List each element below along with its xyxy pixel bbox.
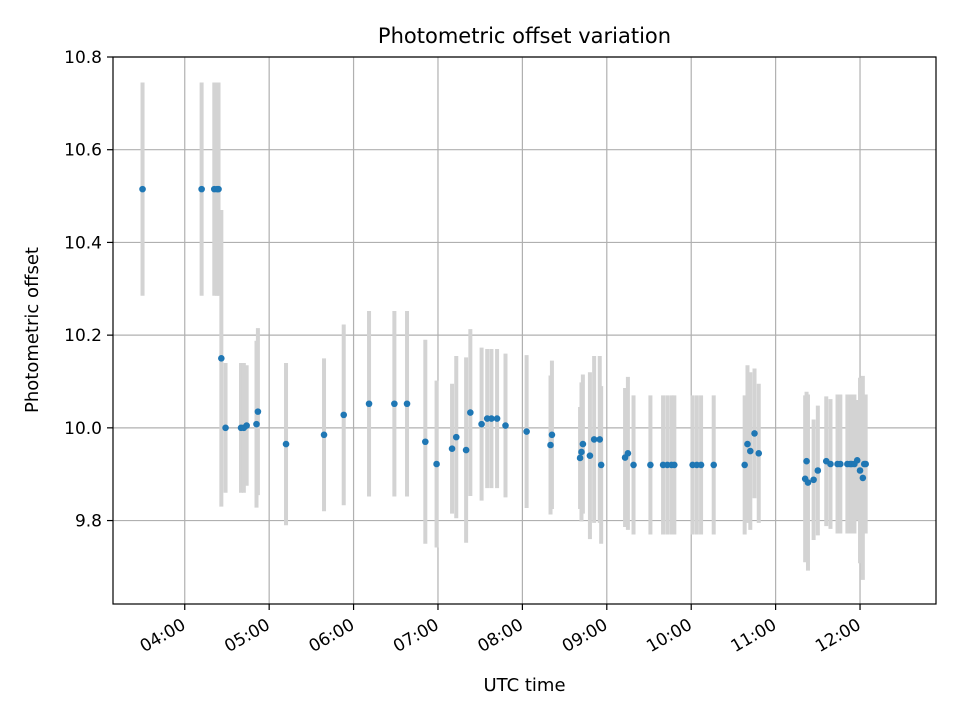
data-point	[548, 431, 556, 439]
x-tick-label: 05:00	[221, 615, 273, 657]
x-axis-label: UTC time	[483, 675, 565, 696]
data-point	[254, 408, 262, 415]
data-point	[253, 420, 260, 428]
x-tick-label: 11:00	[728, 615, 780, 657]
data-point	[547, 441, 554, 449]
data-point	[576, 454, 584, 462]
y-tick-label: 9.8	[75, 512, 102, 532]
data-point	[578, 448, 585, 456]
data-point	[391, 400, 398, 408]
data-point	[853, 456, 861, 464]
data-point	[803, 457, 810, 465]
data-point	[810, 476, 817, 484]
data-point	[837, 460, 844, 468]
data-point	[671, 461, 678, 469]
x-tick-label: 09:00	[559, 615, 611, 657]
data-point	[859, 474, 867, 482]
data-point	[215, 185, 222, 193]
data-point	[710, 461, 718, 469]
y-tick-label: 10.0	[64, 419, 102, 439]
data-point	[596, 436, 604, 443]
data-point	[448, 445, 456, 453]
data-point	[751, 430, 758, 437]
data-point	[422, 438, 429, 446]
data-point	[804, 479, 812, 486]
data-point	[597, 461, 605, 469]
data-point	[222, 424, 229, 432]
data-point	[478, 420, 485, 428]
data-point	[630, 461, 637, 469]
data-point	[462, 446, 470, 454]
data-point	[647, 461, 654, 469]
data-point	[586, 452, 594, 459]
data-point	[862, 460, 869, 468]
plot-frame	[112, 56, 937, 605]
data-point	[433, 460, 440, 468]
plot-background	[113, 57, 936, 604]
chart-title: Photometric offset variation	[378, 24, 671, 48]
y-tick-label: 10.4	[64, 233, 102, 253]
data-point	[755, 450, 763, 457]
y-tick-label: 10.8	[64, 48, 102, 68]
data-point	[579, 440, 587, 448]
x-tick-label: 10:00	[643, 615, 695, 657]
data-point	[282, 440, 290, 448]
y-tick-label: 10.6	[64, 141, 102, 161]
data-point	[452, 433, 460, 441]
data-point	[198, 185, 205, 193]
x-tick-label: 12:00	[812, 615, 864, 657]
data-point	[320, 431, 328, 439]
data-point	[218, 355, 225, 362]
data-point	[488, 415, 495, 422]
data-point	[624, 450, 632, 457]
data-point	[139, 185, 146, 193]
data-point	[403, 400, 411, 408]
data-point	[365, 400, 373, 408]
data-point	[502, 422, 509, 429]
data-point	[243, 422, 250, 429]
x-tick-label: 07:00	[390, 615, 442, 657]
y-tick-label: 10.2	[64, 326, 102, 346]
data-point	[697, 461, 705, 469]
y-axis-label: Photometric offset	[22, 247, 43, 413]
data-points	[139, 185, 869, 486]
data-point	[590, 436, 598, 443]
data-point	[744, 440, 751, 448]
data-point	[856, 467, 864, 474]
x-tick-label: 04:00	[137, 615, 189, 657]
x-tick-label: 06:00	[306, 615, 358, 657]
data-point	[814, 467, 822, 474]
data-point	[467, 409, 474, 416]
data-point	[340, 411, 348, 419]
x-tick-label: 08:00	[474, 615, 526, 657]
data-point	[493, 415, 501, 422]
data-point	[746, 447, 754, 455]
data-point	[741, 461, 748, 469]
data-point	[827, 460, 834, 468]
data-point	[523, 428, 530, 435]
